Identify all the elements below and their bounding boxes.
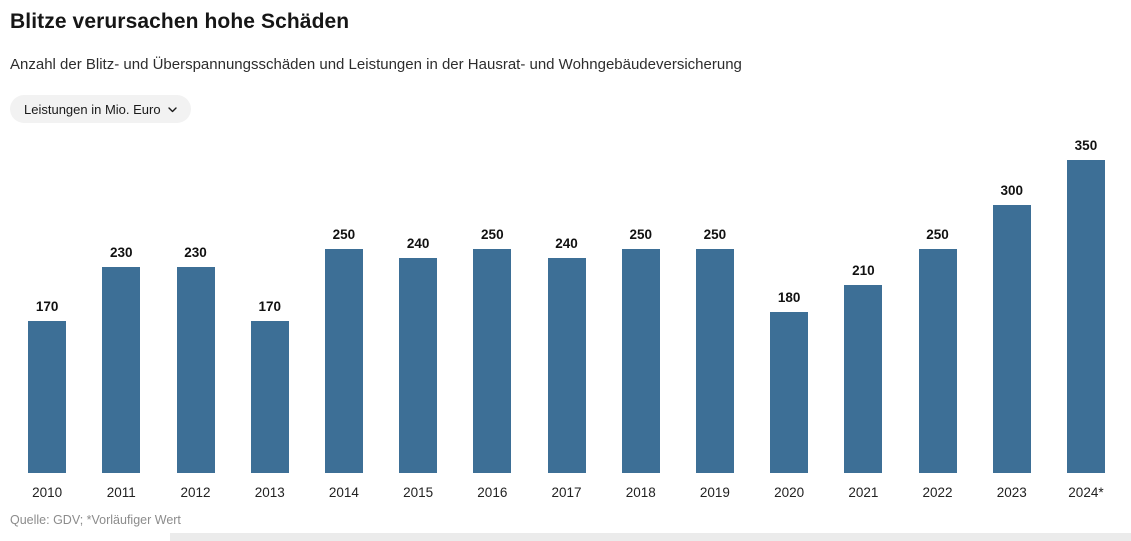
bar[interactable]	[250, 321, 289, 473]
bar[interactable]	[102, 267, 141, 473]
bar-group: 250 2016	[455, 227, 529, 501]
bar-group: 250 2022	[900, 227, 974, 501]
bar-value-label: 230	[184, 245, 207, 260]
bar-value-label: 230	[110, 245, 133, 260]
x-axis-label: 2014	[328, 485, 359, 500]
x-axis-label: 2023	[996, 485, 1027, 500]
x-axis-label: 2010	[32, 485, 63, 500]
bar-value-label: 170	[258, 299, 281, 314]
bar-value-label: 250	[481, 227, 504, 242]
page-title: Blitze verursachen hohe Schäden	[10, 10, 350, 33]
bar-group: 180 2020	[752, 290, 826, 501]
x-axis-label: 2020	[774, 485, 805, 500]
x-axis-label: 2018	[625, 485, 656, 500]
bar-group: 250 2019	[678, 227, 752, 501]
bar-value-label: 250	[629, 227, 652, 242]
bar-group: 240 2017	[529, 236, 603, 501]
bar-value-label: 180	[777, 290, 801, 305]
bar-group: 350 2024*	[1049, 138, 1123, 501]
bar-group: 240 2015	[381, 236, 455, 501]
bar[interactable]	[695, 249, 734, 473]
bar-group: 230 2011	[84, 245, 158, 501]
bar[interactable]	[621, 249, 660, 473]
bar[interactable]	[28, 321, 67, 473]
bar-value-label: 300	[1000, 183, 1023, 198]
x-axis-label: 2022	[922, 485, 953, 500]
bar-value-label: 250	[332, 227, 356, 242]
x-axis-label: 2017	[551, 485, 582, 500]
x-axis-label: 2021	[848, 485, 879, 500]
bar-value-label: 350	[1074, 138, 1098, 153]
x-axis-label: 2013	[254, 485, 285, 500]
bar-value-label: 240	[406, 236, 430, 251]
bar[interactable]	[1066, 160, 1105, 473]
metric-dropdown-label: Leistungen in Mio. Euro	[24, 101, 161, 117]
metric-dropdown-button[interactable]: Leistungen in Mio. Euro	[10, 95, 191, 123]
bar[interactable]	[399, 258, 438, 473]
x-axis-label: 2011	[106, 485, 136, 500]
bar-group: 300 2023	[975, 183, 1049, 501]
bar-value-label: 250	[926, 227, 949, 242]
bar-chart: 170 2010 230 2011 230 2012 170 2013 250 2014 240 20…	[10, 138, 1123, 501]
x-axis-label: 2016	[477, 485, 508, 500]
bar-group: 250 2014	[307, 227, 381, 501]
bar-value-label: 210	[852, 263, 875, 278]
bar-group: 210 2021	[826, 263, 900, 501]
scrollbar-track[interactable]	[170, 533, 1131, 541]
bar[interactable]	[324, 249, 363, 473]
bar[interactable]	[547, 258, 586, 473]
bar[interactable]	[473, 249, 512, 473]
x-axis-label: 2024*	[1068, 485, 1104, 500]
x-axis-label: 2015	[403, 485, 434, 500]
bar-group: 230 2012	[158, 245, 232, 501]
bar[interactable]	[770, 312, 809, 473]
source-note: Quelle: GDV; *Vorläufiger Wert	[10, 513, 181, 527]
x-axis-label: 2012	[180, 485, 211, 500]
bar[interactable]	[992, 205, 1031, 473]
bar-value-label: 170	[35, 299, 59, 314]
bar-value-label: 250	[703, 227, 727, 242]
bar[interactable]	[176, 267, 215, 473]
chevron-down-icon	[167, 106, 177, 113]
bar-group: 170 2013	[233, 299, 307, 501]
x-axis-label: 2019	[699, 485, 730, 500]
bar-value-label: 240	[555, 236, 578, 251]
bar[interactable]	[844, 285, 883, 473]
bar[interactable]	[918, 249, 957, 473]
bar-group: 250 2018	[604, 227, 678, 501]
chart-subtitle: Anzahl der Blitz- und Überspannungsschäd…	[10, 56, 742, 73]
bar-group: 170 2010	[10, 299, 84, 501]
